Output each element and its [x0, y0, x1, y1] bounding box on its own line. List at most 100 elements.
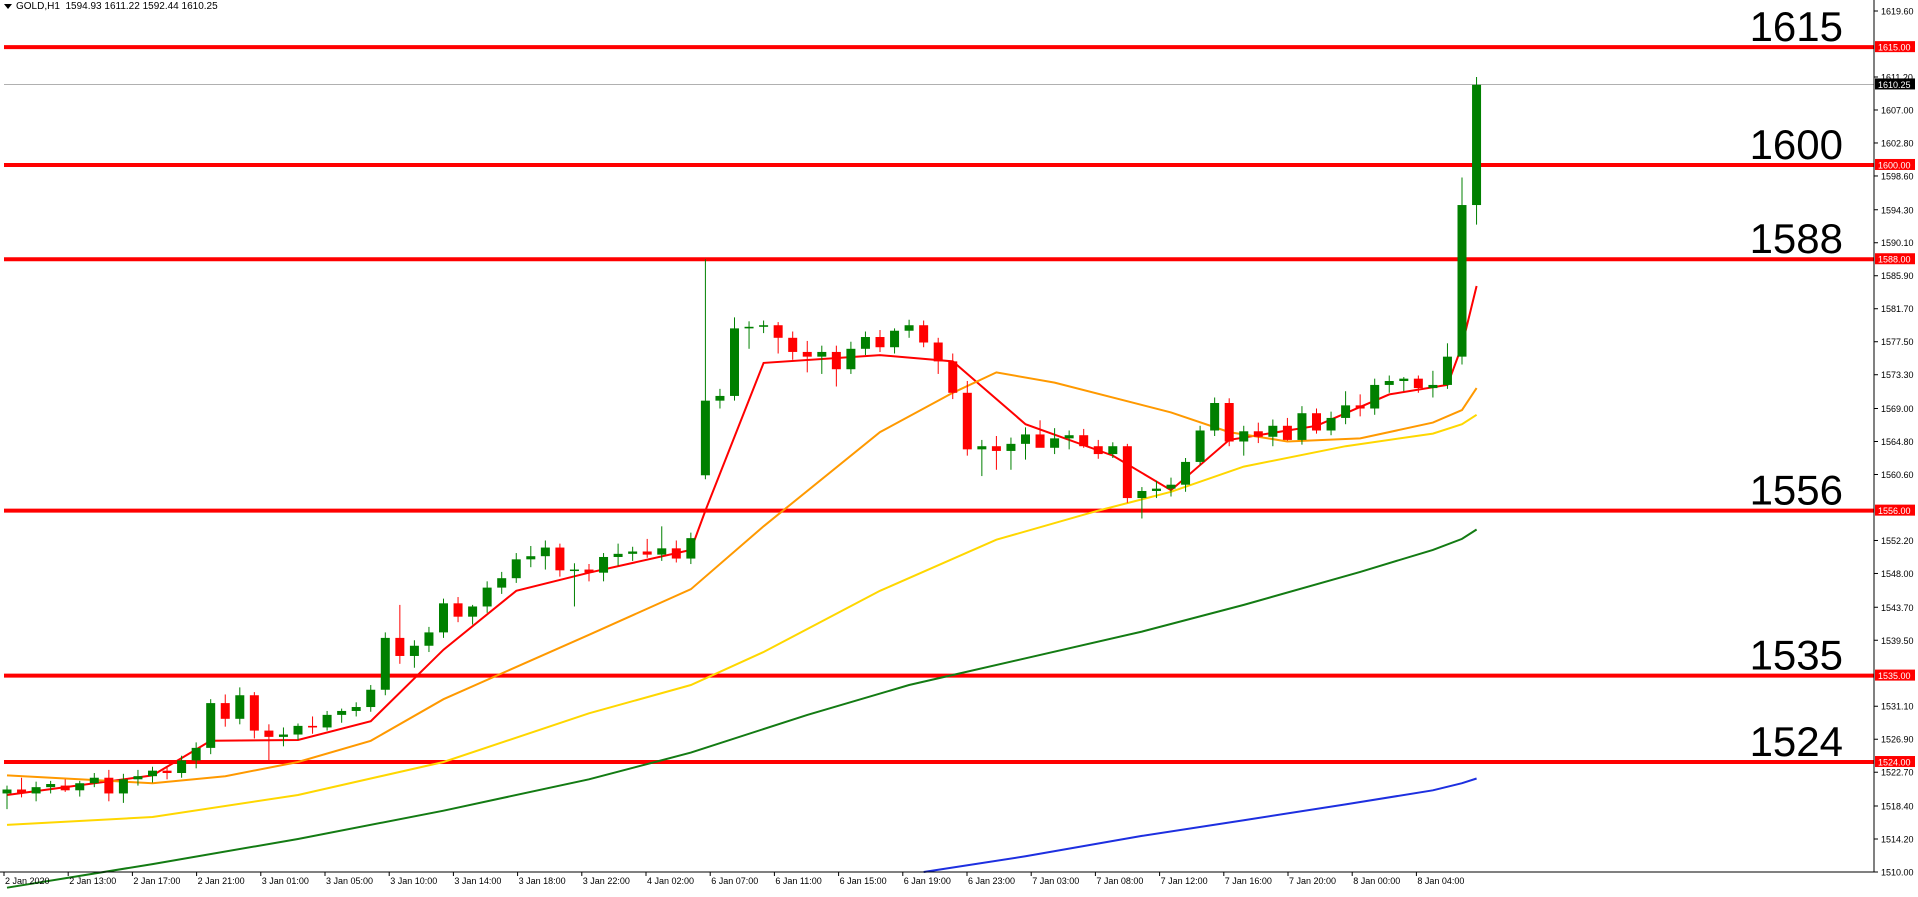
candle[interactable]: [497, 571, 507, 594]
candle[interactable]: [162, 765, 172, 780]
candle[interactable]: [337, 708, 347, 723]
candle[interactable]: [351, 702, 361, 717]
candle[interactable]: [2, 785, 12, 810]
candle[interactable]: [1006, 437, 1016, 470]
candle[interactable]: [1137, 487, 1147, 519]
candle[interactable]: [569, 563, 579, 607]
candle[interactable]: [773, 322, 783, 354]
candle[interactable]: [89, 773, 99, 788]
candle[interactable]: [1442, 343, 1452, 389]
candle[interactable]: [1181, 457, 1191, 492]
candle[interactable]: [817, 345, 827, 374]
candle[interactable]: [1079, 428, 1089, 448]
candle[interactable]: [890, 328, 900, 354]
candle[interactable]: [788, 331, 798, 360]
candle[interactable]: [671, 540, 681, 563]
candle[interactable]: [380, 632, 390, 696]
candle[interactable]: [424, 626, 434, 653]
candle[interactable]: [366, 685, 376, 712]
candle[interactable]: [948, 353, 958, 400]
candle[interactable]: [293, 723, 303, 741]
candle[interactable]: [628, 546, 638, 561]
candle[interactable]: [395, 604, 405, 664]
candle[interactable]: [584, 564, 594, 582]
candle[interactable]: [1370, 378, 1380, 415]
candle[interactable]: [308, 716, 318, 734]
candle[interactable]: [991, 436, 1001, 470]
candle[interactable]: [1472, 76, 1482, 225]
candle[interactable]: [526, 545, 536, 568]
candle[interactable]: [1457, 177, 1467, 365]
candle[interactable]: [235, 687, 245, 725]
candle[interactable]: [1326, 411, 1336, 436]
candle[interactable]: [104, 769, 114, 802]
candle[interactable]: [75, 780, 85, 797]
candle[interactable]: [730, 317, 739, 401]
candle[interactable]: [511, 553, 521, 583]
candle[interactable]: [1268, 419, 1278, 447]
candle[interactable]: [977, 439, 987, 477]
candle[interactable]: [962, 381, 972, 456]
candle[interactable]: [31, 781, 41, 802]
candle[interactable]: [249, 692, 259, 739]
candle[interactable]: [468, 604, 478, 625]
candle[interactable]: [482, 581, 492, 613]
candle[interactable]: [831, 345, 841, 387]
candle[interactable]: [206, 699, 216, 755]
candle[interactable]: [1122, 443, 1132, 503]
dropdown-arrow-icon[interactable]: [4, 3, 12, 9]
candle[interactable]: [118, 773, 128, 803]
candle[interactable]: [439, 598, 448, 638]
candle[interactable]: [1384, 375, 1394, 393]
candle[interactable]: [1035, 420, 1045, 448]
candle[interactable]: [1282, 417, 1292, 441]
candle[interactable]: [1064, 430, 1074, 450]
candle[interactable]: [177, 755, 187, 778]
candle[interactable]: [657, 526, 667, 561]
candle[interactable]: [613, 543, 623, 566]
candle[interactable]: [191, 742, 201, 769]
candle[interactable]: [1151, 480, 1161, 499]
candle[interactable]: [860, 331, 870, 356]
candle[interactable]: [933, 337, 943, 374]
candle[interactable]: [278, 727, 288, 747]
candle[interactable]: [1239, 425, 1249, 456]
candle[interactable]: [904, 319, 914, 338]
candle[interactable]: [264, 724, 274, 763]
candle[interactable]: [1399, 377, 1409, 392]
candle[interactable]: [1166, 477, 1176, 497]
candle[interactable]: [46, 780, 56, 794]
candle[interactable]: [1253, 422, 1263, 444]
candle[interactable]: [1195, 425, 1205, 466]
candle[interactable]: [919, 320, 929, 348]
candle[interactable]: [555, 543, 565, 577]
candle[interactable]: [686, 532, 696, 565]
candle[interactable]: [875, 329, 885, 352]
candle[interactable]: [1413, 375, 1423, 393]
candle[interactable]: [599, 553, 609, 582]
candle[interactable]: [1428, 370, 1438, 398]
candle[interactable]: [1312, 408, 1321, 434]
candle[interactable]: [220, 694, 230, 727]
candle[interactable]: [642, 538, 652, 558]
candle[interactable]: [60, 779, 70, 792]
candle[interactable]: [1050, 428, 1060, 455]
candle[interactable]: [1021, 427, 1030, 460]
candle[interactable]: [1108, 442, 1118, 458]
candle[interactable]: [846, 341, 856, 374]
candle[interactable]: [133, 769, 143, 786]
candle[interactable]: [759, 320, 769, 334]
candle[interactable]: [453, 597, 463, 623]
candle[interactable]: [1297, 406, 1307, 445]
candle[interactable]: [1341, 391, 1351, 425]
candle[interactable]: [322, 710, 332, 731]
candle[interactable]: [700, 259, 710, 480]
candle[interactable]: [148, 766, 157, 783]
candle[interactable]: [1093, 439, 1103, 459]
candle[interactable]: [1224, 398, 1234, 447]
candle[interactable]: [1210, 397, 1220, 436]
candle[interactable]: [17, 777, 27, 798]
candle[interactable]: [1355, 394, 1365, 417]
